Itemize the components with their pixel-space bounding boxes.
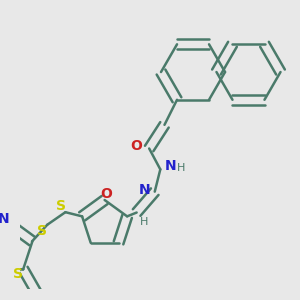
- Text: O: O: [100, 187, 112, 201]
- Text: O: O: [131, 139, 142, 153]
- Text: N: N: [138, 183, 150, 197]
- Text: N: N: [165, 159, 177, 173]
- Text: S: S: [13, 267, 23, 281]
- Text: S: S: [56, 199, 66, 213]
- Text: H: H: [177, 163, 185, 173]
- Text: S: S: [37, 224, 47, 238]
- Text: H: H: [140, 217, 148, 227]
- Text: N: N: [0, 212, 9, 226]
